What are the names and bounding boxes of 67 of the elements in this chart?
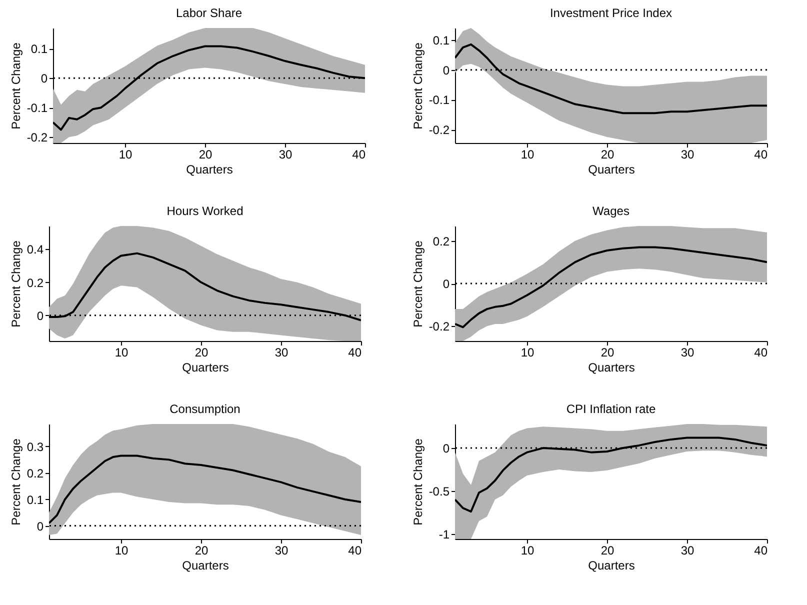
x-tick-label: 40 bbox=[348, 544, 362, 558]
x-tick-label: 10 bbox=[520, 346, 534, 360]
x-tick-label: 40 bbox=[754, 544, 768, 558]
x-tick-label: 30 bbox=[278, 148, 292, 162]
line-series bbox=[455, 436, 767, 513]
chart-title: Hours Worked bbox=[166, 204, 244, 218]
y-tick-label: -0.1 bbox=[428, 93, 450, 108]
x-tick-label: 30 bbox=[680, 148, 694, 162]
y-tick-label: 0 bbox=[442, 442, 450, 456]
x-tick-label: 10 bbox=[520, 148, 534, 162]
x-tick-label: 10 bbox=[114, 346, 128, 360]
y-tick-label: 0 bbox=[442, 277, 450, 291]
y-tick-label: 0 bbox=[36, 519, 44, 534]
x-tick-label: 20 bbox=[600, 544, 614, 558]
y-tick-label: -0.1 bbox=[26, 101, 48, 116]
x-axis-title: Quarters bbox=[182, 360, 229, 374]
y-tick-label: -0.2 bbox=[26, 130, 48, 145]
x-axis-title: Quarters bbox=[588, 162, 635, 176]
chart-title: CPI Inflation rate bbox=[566, 402, 656, 416]
line-series bbox=[455, 43, 767, 114]
x-tick-label: 10 bbox=[520, 544, 534, 558]
x-tick-label: 10 bbox=[118, 148, 132, 162]
y-tick-label: 0.2 bbox=[26, 276, 44, 290]
y-axis-title: Percent Change bbox=[8, 240, 23, 328]
y-tick-label: 0 bbox=[40, 72, 48, 86]
x-tick-label: 40 bbox=[754, 148, 768, 162]
line-series bbox=[455, 246, 767, 328]
x-axis-title: Quarters bbox=[588, 360, 635, 374]
y-axis-title: Percent Change bbox=[410, 240, 425, 328]
x-tick-label: 20 bbox=[194, 346, 208, 360]
y-tick-label: 0 bbox=[442, 63, 450, 78]
x-axis-title: Quarters bbox=[186, 162, 233, 176]
y-tick-label: 0.1 bbox=[26, 492, 44, 507]
x-tick-label: 20 bbox=[600, 346, 614, 360]
x-axis-title: Quarters bbox=[182, 558, 229, 572]
line-series bbox=[49, 454, 361, 524]
x-tick-label: 30 bbox=[680, 346, 694, 360]
y-tick-label: 0.1 bbox=[432, 33, 450, 48]
y-tick-label: -1 bbox=[438, 527, 450, 542]
x-tick-label: 30 bbox=[680, 544, 694, 558]
chart-title: Investment Price Index bbox=[550, 6, 672, 20]
y-tick-label: -0.2 bbox=[428, 320, 450, 334]
x-tick-label: 40 bbox=[348, 346, 362, 360]
y-tick-label: 0.3 bbox=[26, 440, 44, 454]
y-tick-label: 0.2 bbox=[26, 466, 44, 480]
chart-title: Wages bbox=[592, 204, 630, 218]
x-axis-title: Quarters bbox=[588, 558, 635, 572]
x-tick-label: 30 bbox=[274, 346, 288, 360]
chart-title: Consumption bbox=[170, 402, 240, 416]
y-axis-title: Percent Change bbox=[8, 438, 23, 526]
y-tick-label: -0.2 bbox=[428, 123, 450, 138]
y-tick-label: -0.5 bbox=[428, 484, 450, 498]
y-tick-label: 0.4 bbox=[26, 242, 44, 257]
x-tick-label: 20 bbox=[198, 148, 212, 162]
x-tick-label: 30 bbox=[274, 544, 288, 558]
y-axis-title: Percent Change bbox=[410, 438, 425, 526]
x-tick-label: 20 bbox=[194, 544, 208, 558]
y-tick-label: 0.1 bbox=[30, 42, 48, 56]
y-axis-title: Percent Change bbox=[8, 42, 23, 130]
x-tick-label: 10 bbox=[114, 544, 128, 558]
y-tick-label: 0 bbox=[36, 308, 44, 323]
y-axis-title: Percent Change bbox=[410, 42, 425, 130]
x-tick-label: 20 bbox=[600, 148, 614, 162]
x-tick-label: 40 bbox=[352, 148, 366, 162]
y-tick-label: 0.2 bbox=[432, 234, 450, 248]
x-tick-label: 40 bbox=[754, 346, 768, 360]
chart-title: Labor Share bbox=[176, 6, 242, 20]
